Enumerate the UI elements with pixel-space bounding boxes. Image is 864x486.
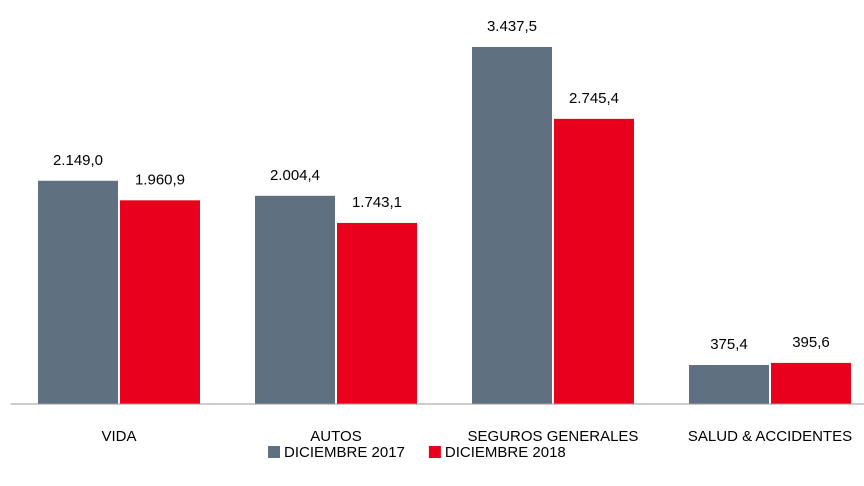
value-label: 2.745,4 (569, 90, 619, 107)
value-label: 3.437,5 (487, 18, 537, 35)
x-tick-label: VIDA (101, 428, 136, 445)
value-label: 1.960,9 (135, 171, 185, 188)
legend-label: DICIEMBRE 2018 (445, 444, 566, 461)
value-label: 2.149,0 (53, 152, 103, 169)
bar (38, 180, 118, 404)
legend-label: DICIEMBRE 2017 (284, 444, 405, 461)
x-tick-label: AUTOS (310, 428, 361, 445)
bar (337, 222, 417, 404)
bar (120, 200, 200, 404)
bar (554, 118, 634, 405)
legend-swatch (268, 446, 280, 458)
value-label: 2.004,4 (270, 167, 320, 184)
x-tick-label: SALUD & ACCIDENTES (688, 428, 852, 445)
bar (472, 46, 552, 404)
value-label: 375,4 (710, 336, 748, 353)
value-label: 395,6 (792, 334, 830, 351)
bar (771, 362, 851, 404)
bar (255, 195, 335, 404)
value-label: 1.743,1 (352, 194, 402, 211)
bar (689, 365, 769, 404)
x-tick-label: SEGUROS GENERALES (468, 428, 639, 445)
legend-swatch (428, 446, 441, 458)
